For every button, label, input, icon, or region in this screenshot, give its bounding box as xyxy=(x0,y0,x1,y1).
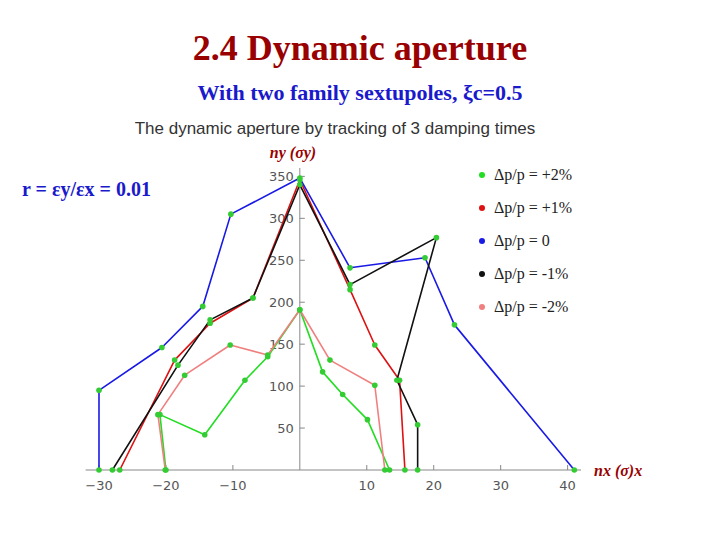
data-point xyxy=(297,307,303,313)
legend-label: Δp/p = -2% xyxy=(494,298,568,316)
data-point xyxy=(202,432,208,438)
legend-swatch xyxy=(479,304,485,310)
data-point xyxy=(572,467,578,473)
axes: −30−20−101020304050100150200250300350 xyxy=(85,168,581,493)
x-tick-label: 10 xyxy=(358,478,375,493)
legend-swatch xyxy=(479,205,485,211)
data-point xyxy=(265,352,271,358)
y-tick xyxy=(300,302,305,303)
legend-label: Δp/p = +1% xyxy=(494,199,572,217)
x-tick-label: 30 xyxy=(492,478,509,493)
legend-swatch xyxy=(479,271,485,277)
chart: 2.4 Dynamic aperture With two family sext… xyxy=(0,0,720,540)
x-tick-label: 40 xyxy=(559,478,576,493)
legend: Δp/p = +2% Δp/p = +1% Δp/p = 0 Δp/p = -1% Δp… xyxy=(479,166,572,316)
y-tick-label: 100 xyxy=(269,379,294,394)
data-point xyxy=(402,467,408,473)
data-point xyxy=(175,362,181,368)
x-tick-label: −20 xyxy=(152,478,179,493)
x-tick xyxy=(232,465,233,470)
y-tick xyxy=(300,260,305,261)
data-point xyxy=(163,467,169,473)
data-point xyxy=(394,377,400,383)
x-tick-label: −30 xyxy=(85,478,112,493)
y-tick xyxy=(300,218,305,219)
data-point xyxy=(347,282,353,288)
series-line xyxy=(120,180,405,470)
legend-swatch xyxy=(479,238,485,244)
legend-swatch xyxy=(479,172,485,178)
y-axis-line xyxy=(299,168,300,470)
x-axis-label: nx (σ)x xyxy=(594,462,642,480)
x-tick xyxy=(433,465,434,470)
y-tick xyxy=(300,428,305,429)
series-line xyxy=(112,185,436,470)
legend-label: Δp/p = -1% xyxy=(494,265,568,283)
y-tick xyxy=(300,344,305,345)
data-point xyxy=(434,235,440,241)
data-point xyxy=(250,295,256,301)
data-point xyxy=(155,412,161,418)
data-point xyxy=(228,211,234,217)
data-point xyxy=(415,467,421,473)
annotation: r = εy/εx = 0.01 xyxy=(22,178,151,201)
x-tick xyxy=(500,465,501,470)
plot-area xyxy=(96,175,577,473)
y-tick-label: 250 xyxy=(269,253,294,268)
data-point xyxy=(182,372,188,378)
data-point xyxy=(200,304,206,310)
y-tick-label: 50 xyxy=(277,421,294,436)
data-point xyxy=(340,392,346,398)
data-point xyxy=(96,467,102,473)
data-point xyxy=(452,322,458,328)
data-point xyxy=(172,357,178,363)
x-tick-label: 20 xyxy=(425,478,442,493)
data-point xyxy=(347,287,353,293)
data-point xyxy=(207,317,213,323)
y-tick-label: 350 xyxy=(269,169,294,184)
data-point xyxy=(96,388,102,394)
x-axis-line xyxy=(86,470,581,471)
data-point xyxy=(365,417,371,423)
legend-label: Δp/p = 0 xyxy=(494,232,550,250)
data-point xyxy=(372,342,378,348)
data-point xyxy=(415,422,421,428)
x-tick xyxy=(366,465,367,470)
title: 2.4 Dynamic aperture xyxy=(193,28,527,68)
data-point xyxy=(297,182,303,188)
y-tick-label: 200 xyxy=(269,295,294,310)
series-line xyxy=(158,310,385,470)
legend-label: Δp/p = +2% xyxy=(494,166,572,184)
data-point xyxy=(372,382,378,388)
data-point xyxy=(320,369,326,375)
data-point xyxy=(162,467,168,473)
data-point xyxy=(159,345,165,351)
subtitle: With two family sextupoles, ξc=0.5 xyxy=(197,80,522,105)
data-point xyxy=(297,307,303,313)
data-point xyxy=(242,377,248,383)
y-tick xyxy=(300,386,305,387)
data-point xyxy=(250,295,256,301)
data-point xyxy=(297,175,303,181)
data-point xyxy=(110,467,116,473)
data-point xyxy=(347,265,353,271)
x-tick xyxy=(567,465,568,470)
annotation: The dynamic aperture by tracking of 3 da… xyxy=(135,119,536,138)
data-point xyxy=(117,467,123,473)
data-point xyxy=(422,255,428,261)
data-point xyxy=(382,467,388,473)
x-tick-label: −10 xyxy=(219,478,246,493)
data-point xyxy=(227,342,233,348)
series-line xyxy=(99,178,574,470)
data-point xyxy=(327,357,333,363)
y-axis-label: ny (σy) xyxy=(270,144,316,162)
series-line xyxy=(160,310,390,470)
